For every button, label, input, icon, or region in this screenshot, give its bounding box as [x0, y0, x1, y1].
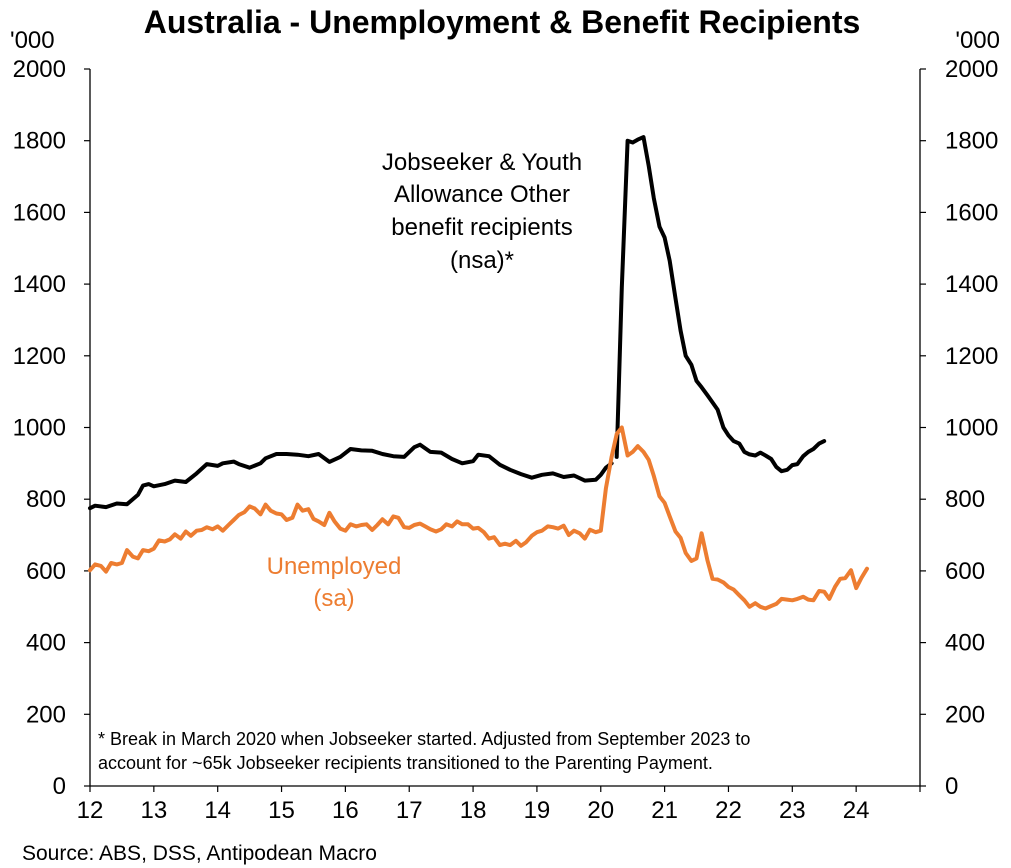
axes — [84, 68, 926, 792]
footnote-line-2: account for ~65k Jobseeker recipients tr… — [98, 753, 713, 773]
y-right-unit: '000 — [955, 27, 1000, 54]
y-left-tick-label: 600 — [26, 558, 66, 585]
x-tick-label: 21 — [651, 797, 678, 824]
y-left-tick-labels: 0 200 400 600 800 1000 1200 1400 1600 1800 2000 — [13, 56, 66, 800]
x-tick-label: 24 — [843, 797, 870, 824]
y-left-tick-label: 800 — [26, 486, 66, 513]
y-left-tick-label: 0 — [53, 773, 66, 800]
x-tick-label: 23 — [779, 797, 806, 824]
y-left-tick-label: 1000 — [13, 415, 66, 442]
jobseeker-label-line-4: (nsa)* — [450, 247, 514, 274]
jobseeker-label-line-3: benefit recipients — [391, 214, 572, 241]
unemployed-label-line-1: Unemployed — [267, 553, 402, 580]
y-right-tick-label: 1400 — [945, 271, 998, 298]
footnote: * Break in March 2020 when Jobseeker sta… — [98, 729, 750, 773]
jobseeker-annotation: Jobseeker & Youth Allowance Other benefi… — [382, 149, 582, 274]
y-right-tick-label: 200 — [945, 701, 985, 728]
unemployed-series-line-segment-1 — [88, 425, 869, 611]
source-note: Source: ABS, DSS, Antipodean Macro — [22, 842, 377, 865]
series-lines — [88, 135, 869, 611]
y-left-tick-label: 2000 — [13, 56, 66, 83]
y-left-tick-label: 1600 — [13, 199, 66, 226]
footnote-line-1: * Break in March 2020 when Jobseeker sta… — [98, 729, 750, 749]
x-tick-label: 13 — [140, 797, 167, 824]
chart-title: Australia - Unemployment & Benefit Recip… — [144, 4, 861, 40]
x-tick-labels: 12 13 14 15 16 17 18 19 20 21 22 23 24 — [77, 797, 870, 824]
y-right-tick-labels: 0 200 400 600 800 1000 1200 1400 1600 1800 2000 — [945, 56, 998, 800]
y-left-tick-label: 200 — [26, 701, 66, 728]
jobseeker-series-line-segment-2 — [614, 135, 827, 474]
y-left-tick-label: 1200 — [13, 343, 66, 370]
unemployed-annotation: Unemployed (sa) — [267, 553, 402, 612]
x-tick-label: 17 — [396, 797, 423, 824]
y-right-tick-label: 1800 — [945, 128, 998, 155]
y-left-tick-label: 1400 — [13, 271, 66, 298]
y-right-tick-label: 800 — [945, 486, 985, 513]
y-right-tick-label: 1000 — [945, 415, 998, 442]
x-tick-label: 20 — [587, 797, 614, 824]
y-left-tick-label: 1800 — [13, 128, 66, 155]
x-tick-label: 14 — [204, 797, 231, 824]
y-left-tick-label: 400 — [26, 630, 66, 657]
y-left-unit: '000 — [10, 27, 55, 54]
x-tick-label: 18 — [460, 797, 487, 824]
y-right-tick-label: 0 — [945, 773, 958, 800]
x-tick-label: 16 — [332, 797, 359, 824]
jobseeker-label-line-1: Jobseeker & Youth — [382, 149, 582, 176]
y-right-tick-label: 600 — [945, 558, 985, 585]
jobseeker-series-line-segment-1 — [88, 442, 614, 511]
unemployed-label-line-2: (sa) — [313, 585, 354, 612]
jobseeker-label-line-2: Allowance Other — [394, 181, 570, 208]
y-right-tick-label: 2000 — [945, 56, 998, 83]
x-tick-label: 22 — [715, 797, 742, 824]
y-right-tick-label: 1600 — [945, 199, 998, 226]
x-tick-label: 15 — [268, 797, 295, 824]
y-right-tick-label: 400 — [945, 630, 985, 657]
x-tick-label: 12 — [77, 797, 104, 824]
y-right-tick-label: 1200 — [945, 343, 998, 370]
x-tick-label: 19 — [524, 797, 551, 824]
